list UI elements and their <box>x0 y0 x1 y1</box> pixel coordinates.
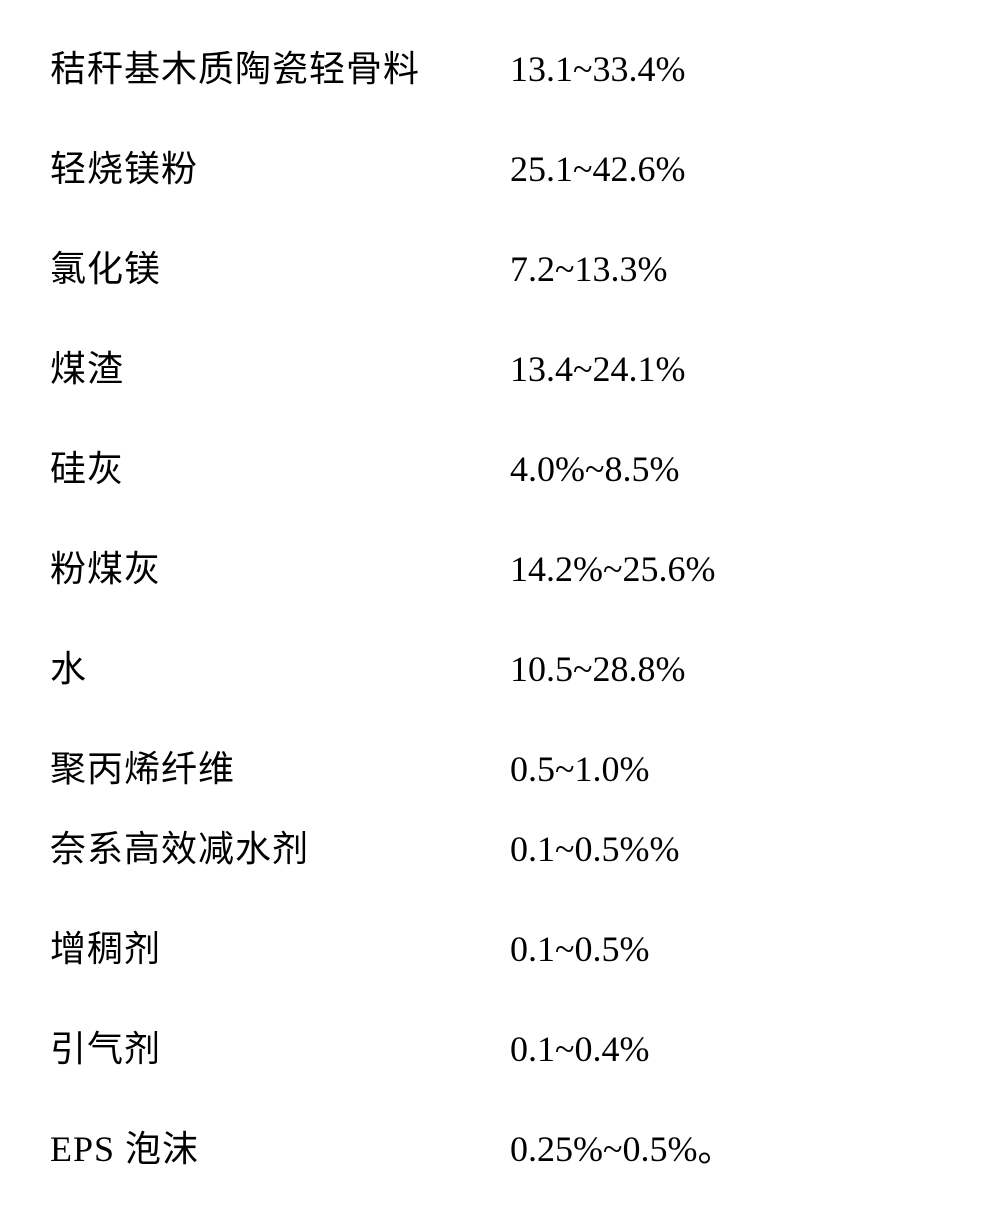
ingredient-percentage: 7.2~13.3% <box>510 248 667 290</box>
ingredient-percentage: 0.5~1.0% <box>510 748 649 790</box>
composition-table: 秸秆基木质陶瓷轻骨料13.1~33.4% 轻烧镁粉25.1~42.6% 氯化镁7.2… <box>50 40 938 1172</box>
ingredient-percentage: 0.25%~0.5%。 <box>510 1120 733 1172</box>
ingredient-label: 粉煤灰 <box>50 540 510 592</box>
ingredient-percentage: 14.2%~25.6% <box>510 548 715 590</box>
ingredient-percentage: 13.4~24.1% <box>510 348 685 390</box>
ingredient-label: 氯化镁 <box>50 240 510 292</box>
ingredient-label: EPS 泡沫 <box>50 1120 510 1172</box>
table-row: 硅灰4.0%~8.5% <box>50 440 938 492</box>
table-row: 聚丙烯纤维0.5~1.0% <box>50 740 938 792</box>
table-row: 水10.5~28.8% <box>50 640 938 692</box>
ingredient-percentage: 0.1~0.5%% <box>510 828 679 870</box>
ingredient-label: 硅灰 <box>50 440 510 492</box>
ingredient-label: 轻烧镁粉 <box>50 140 510 192</box>
ingredient-percentage: 13.1~33.4% <box>510 48 685 90</box>
ingredient-percentage: 0.1~0.4% <box>510 1028 649 1070</box>
table-row: EPS 泡沫0.25%~0.5%。 <box>50 1120 938 1172</box>
ingredient-label: 水 <box>50 640 510 692</box>
ingredient-label: 引气剂 <box>50 1020 510 1072</box>
ingredient-percentage: 0.1~0.5% <box>510 928 649 970</box>
table-row: 煤渣13.4~24.1% <box>50 340 938 392</box>
table-row: 奈系高效减水剂0.1~0.5%% <box>50 820 938 872</box>
table-row: 引气剂0.1~0.4% <box>50 1020 938 1072</box>
table-row: 秸秆基木质陶瓷轻骨料13.1~33.4% <box>50 40 938 92</box>
ingredient-percentage: 4.0%~8.5% <box>510 448 679 490</box>
ingredient-label: 秸秆基木质陶瓷轻骨料 <box>50 40 510 92</box>
ingredient-label: 聚丙烯纤维 <box>50 740 510 792</box>
ingredient-label: 煤渣 <box>50 340 510 392</box>
ingredient-label: 奈系高效减水剂 <box>50 820 510 872</box>
table-row: 氯化镁7.2~13.3% <box>50 240 938 292</box>
table-row: 增稠剂0.1~0.5% <box>50 920 938 972</box>
ingredient-percentage: 25.1~42.6% <box>510 148 685 190</box>
table-row: 轻烧镁粉25.1~42.6% <box>50 140 938 192</box>
table-row: 粉煤灰14.2%~25.6% <box>50 540 938 592</box>
ingredient-percentage: 10.5~28.8% <box>510 648 685 690</box>
ingredient-label: 增稠剂 <box>50 920 510 972</box>
